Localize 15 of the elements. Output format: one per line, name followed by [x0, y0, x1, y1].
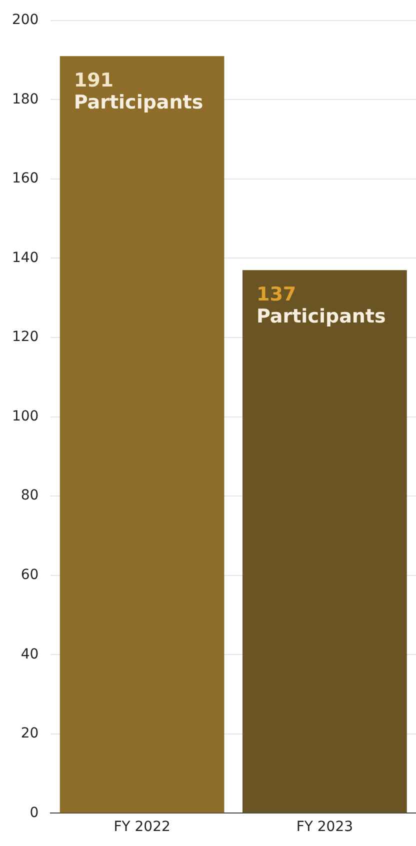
y-tick-label: 180 [12, 91, 39, 108]
y-tick-label: 80 [20, 488, 39, 504]
data-label: 137 Participants [256, 284, 386, 328]
y-tick-label: 200 [12, 12, 39, 28]
y-tick-label: 140 [12, 250, 39, 266]
y-tick-label: 160 [12, 170, 39, 187]
x-tick-label: FY 2022 [114, 819, 170, 836]
y-tick-label: 0 [30, 804, 39, 821]
data-label: 191 Participants [74, 70, 204, 114]
y-tick-label: 100 [12, 408, 39, 424]
y-tick-label: 60 [20, 567, 39, 583]
x-tick-label: FY 2023 [296, 819, 354, 836]
y-tick-label: 20 [20, 726, 39, 742]
y-tick-label: 40 [20, 646, 39, 662]
y-tick-label: 120 [12, 329, 39, 346]
